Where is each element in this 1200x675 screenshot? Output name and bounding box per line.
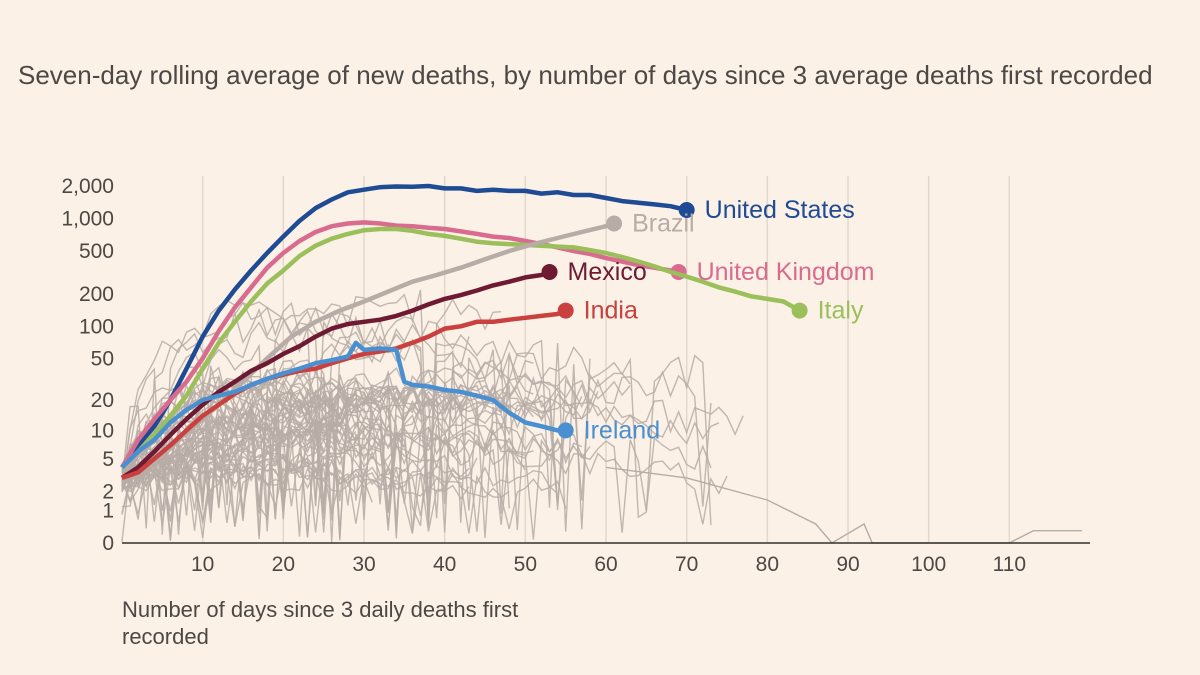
x-tick-label: 100 [911,553,946,576]
series-label-united-kingdom: United Kingdom [697,258,875,286]
y-tick-label: 2 [102,480,114,503]
series-label-ireland: Ireland [584,416,660,444]
series-label-mexico: Mexico [568,258,647,286]
background-country-line [121,418,728,527]
series-line-italy [120,226,801,470]
background-country-line [121,466,559,515]
background-country-line [121,299,470,487]
background-country-line [121,386,744,520]
background-country-line [121,370,534,541]
background-country-line [121,421,591,485]
x-tick-label: 10 [191,553,214,576]
x-tick-label: 110 [993,553,1026,576]
y-tick-label: 2,000 [61,175,114,198]
background-country-line [121,466,510,534]
x-tick-label: 60 [594,553,617,576]
series-line-united-states [120,183,688,469]
y-tick-label: 20 [91,389,114,412]
series-endpoint-united-states [678,201,695,218]
background-country-line [121,381,599,531]
y-tick-label: 200 [79,283,114,306]
axes: 10 20 30 40 50 60 70 80 90 100 110 0 12 5 10 20 50 100 200… [61,175,1090,576]
x-tick-label: 80 [756,553,779,576]
series-label-italy: Italy [818,297,864,325]
background-country-line [605,466,1082,544]
background-country-line [121,370,534,523]
x-tick-label: 70 [675,553,698,576]
series-endpoint-ireland [557,422,574,439]
series-endpoint-mexico [541,263,558,280]
background-country-line [121,419,373,490]
series-lines: United States United Kingdom Italy Brazil Me… [120,183,875,481]
series-line-ireland [120,340,566,470]
series-label-brazil: Brazil [632,209,695,237]
x-tick-label: 50 [514,553,537,576]
series-label-india: India [584,297,638,325]
x-tick-label: 30 [352,553,375,576]
series-line-mexico [120,269,551,480]
y-tick-label: 500 [79,240,114,263]
background-country-line [121,414,712,538]
chart-title: Seven-day rolling average of new deaths,… [18,60,1153,90]
background-country-line [121,414,389,506]
y-tick-label: 50 [91,347,114,370]
y-tick-label: 1 [102,499,114,522]
y-tick-label: 1,000 [61,208,114,231]
x-tick-label: 90 [836,553,859,576]
background-country-line [121,289,502,507]
background-country-line [121,370,712,537]
y-tick-label: 5 [102,448,114,471]
series-label-united-states: United States [705,196,855,224]
series-line-united-kingdom [120,220,679,469]
y-tick-label: 0 [102,532,114,555]
y-tick-label: 10 [91,419,114,442]
series-endpoint-india [557,302,574,319]
background-country-lines [121,289,1082,544]
background-country-line [121,440,462,524]
x-tick-label: 40 [433,553,456,576]
x-tick-label: 20 [272,553,295,576]
series-endpoint-italy [791,302,808,319]
x-axis-label: Number of days since 3 daily deaths firs… [122,597,519,649]
series-endpoint-brazil [606,215,623,232]
grid [201,176,1011,543]
y-tick-label: 100 [79,315,114,338]
